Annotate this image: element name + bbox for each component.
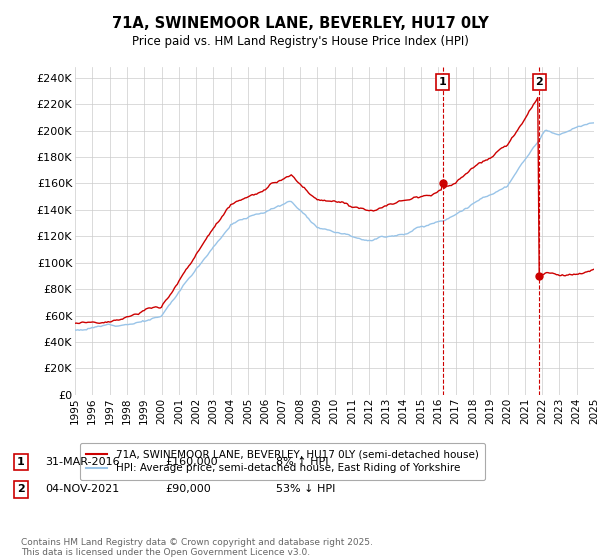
Text: 71A, SWINEMOOR LANE, BEVERLEY, HU17 0LY: 71A, SWINEMOOR LANE, BEVERLEY, HU17 0LY (112, 16, 488, 31)
Text: 1: 1 (17, 457, 25, 467)
Legend: 71A, SWINEMOOR LANE, BEVERLEY, HU17 0LY (semi-detached house), HPI: Average pric: 71A, SWINEMOOR LANE, BEVERLEY, HU17 0LY … (80, 443, 485, 480)
Text: 8% ↑ HPI: 8% ↑ HPI (276, 457, 329, 467)
Text: £90,000: £90,000 (165, 484, 211, 494)
Text: 1: 1 (439, 77, 446, 87)
Text: 04-NOV-2021: 04-NOV-2021 (45, 484, 119, 494)
Text: 53% ↓ HPI: 53% ↓ HPI (276, 484, 335, 494)
Text: Price paid vs. HM Land Registry's House Price Index (HPI): Price paid vs. HM Land Registry's House … (131, 35, 469, 48)
Text: 2: 2 (535, 77, 543, 87)
Text: 31-MAR-2016: 31-MAR-2016 (45, 457, 119, 467)
Text: £160,000: £160,000 (165, 457, 218, 467)
Text: 2: 2 (17, 484, 25, 494)
Text: Contains HM Land Registry data © Crown copyright and database right 2025.
This d: Contains HM Land Registry data © Crown c… (21, 538, 373, 557)
